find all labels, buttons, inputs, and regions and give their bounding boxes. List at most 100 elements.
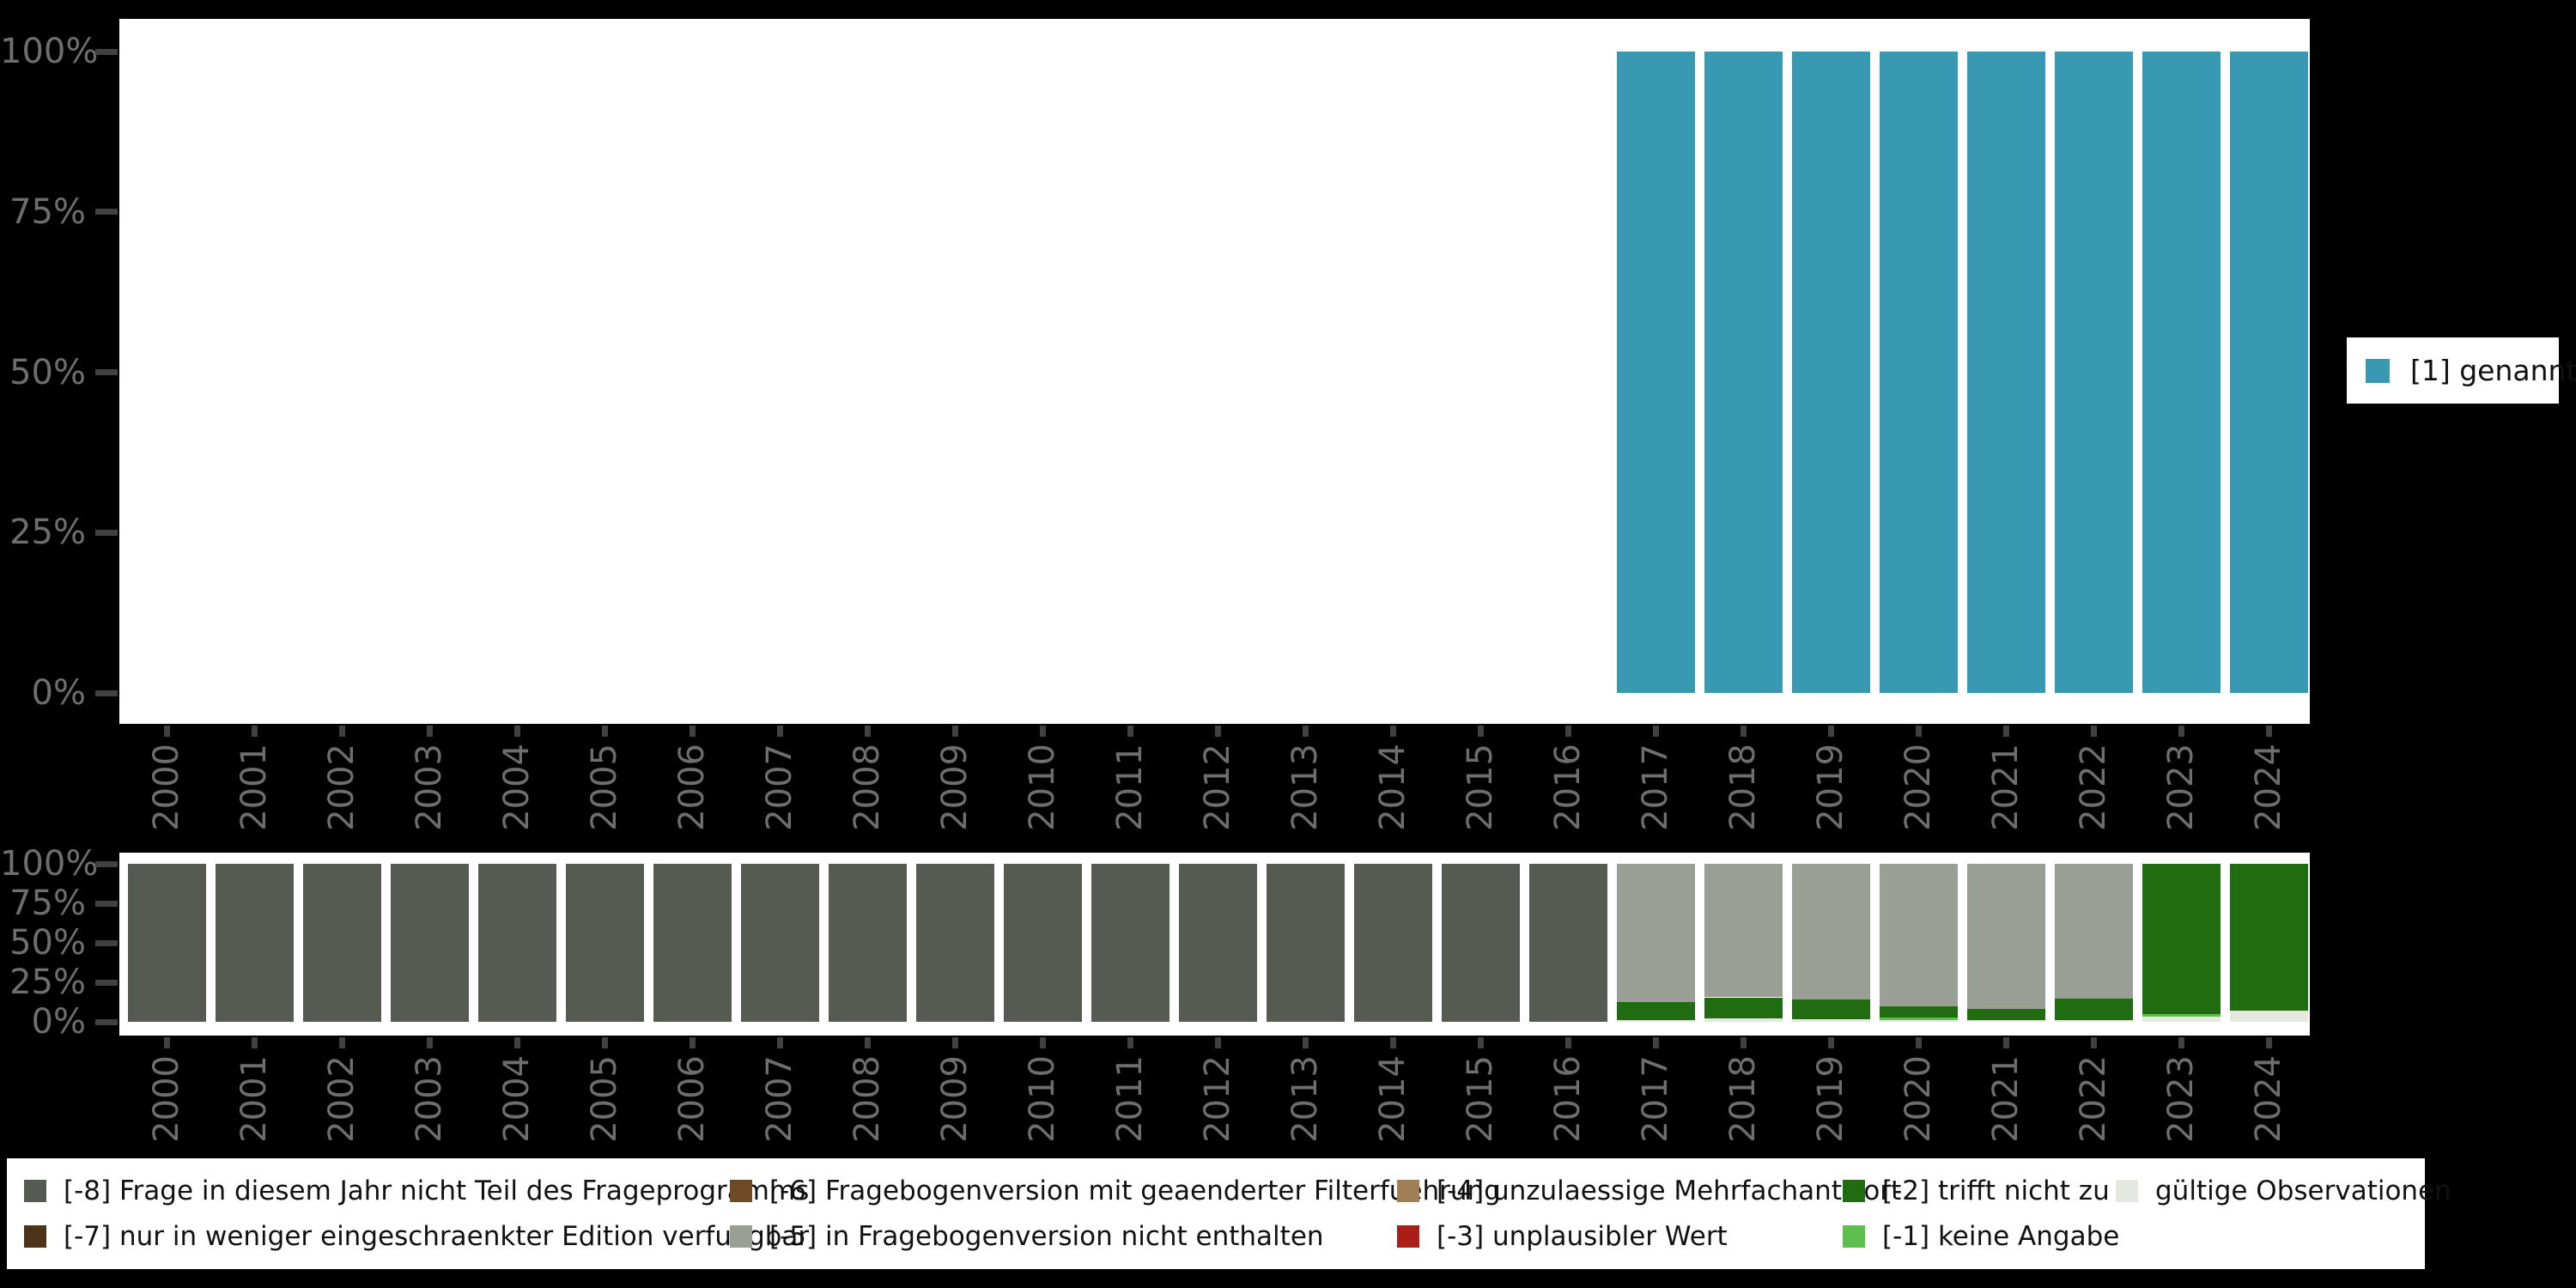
x-tick-mark bbox=[951, 726, 958, 737]
segment-2023 bbox=[2142, 1013, 2221, 1018]
bottom-bar-2005 bbox=[565, 864, 644, 1022]
x-tick-mark bbox=[689, 1037, 696, 1048]
x-tick-label-2020: 2020 bbox=[1899, 744, 1938, 831]
segment-2021 bbox=[1966, 864, 2045, 1010]
legend-item: [-4] unzulaessige Mehrfachantwort bbox=[1397, 1176, 1901, 1206]
x-tick-label-2000: 2000 bbox=[147, 1055, 186, 1143]
x-tick-label-2023: 2023 bbox=[2161, 744, 2201, 831]
x-tick-mark bbox=[951, 1037, 958, 1048]
x-tick-label-2000: 2000 bbox=[147, 744, 186, 831]
x-tick-label-2011: 2011 bbox=[1110, 1055, 1150, 1143]
y-tick-mark bbox=[95, 48, 118, 55]
x-tick-label-2002: 2002 bbox=[322, 1055, 361, 1143]
segment-2022 bbox=[2054, 1020, 2133, 1022]
x-tick-label-2008: 2008 bbox=[848, 744, 887, 831]
top-plot-area bbox=[119, 19, 2310, 724]
x-tick-label-2002: 2002 bbox=[322, 744, 361, 831]
x-tick-mark bbox=[689, 726, 696, 737]
segment-2016 bbox=[1528, 864, 1607, 1022]
x-tick-label-2010: 2010 bbox=[1023, 744, 1062, 831]
x-tick-mark bbox=[1477, 726, 1484, 737]
legend-item: [-6] Fragebogenversion mit geaenderter F… bbox=[730, 1176, 1501, 1206]
legend-label: [-5] in Fragebogenversion nicht enthalte… bbox=[769, 1221, 1324, 1252]
segment-2023 bbox=[2142, 864, 2221, 1014]
y-tick-mark bbox=[95, 529, 118, 536]
top-bar-2017 bbox=[1616, 52, 1695, 693]
y-tick-mark bbox=[95, 369, 118, 375]
x-tick-mark bbox=[601, 1037, 608, 1048]
x-tick-label-2017: 2017 bbox=[1636, 1055, 1675, 1143]
x-tick-mark bbox=[1827, 1037, 1834, 1048]
x-tick-mark bbox=[2178, 1037, 2184, 1048]
x-tick-mark bbox=[864, 1037, 871, 1048]
x-tick-mark bbox=[1652, 1037, 1659, 1048]
segment-2000 bbox=[127, 864, 206, 1022]
segment-2002 bbox=[302, 864, 381, 1022]
x-tick-label-2006: 2006 bbox=[672, 744, 712, 831]
segment-2014 bbox=[1353, 864, 1432, 1022]
segment-2021 bbox=[1966, 1009, 2045, 1021]
top-bar-2020 bbox=[1879, 52, 1958, 693]
x-tick-mark bbox=[1827, 726, 1834, 737]
x-tick-label-2014: 2014 bbox=[1373, 1055, 1413, 1143]
segment-2023 bbox=[2142, 1017, 2221, 1022]
x-tick-mark bbox=[513, 1037, 520, 1048]
x-tick-label-2014: 2014 bbox=[1373, 744, 1413, 831]
x-tick-mark bbox=[251, 1037, 258, 1048]
segment-2024 bbox=[2229, 864, 2308, 1012]
x-tick-label-2013: 2013 bbox=[1285, 744, 1325, 831]
bottom-bar-2022 bbox=[2054, 864, 2133, 1022]
y-tick-mark bbox=[95, 690, 118, 696]
x-tick-mark bbox=[1389, 1037, 1396, 1048]
legend-swatch bbox=[1397, 1180, 1419, 1202]
y-tick-label: 0% bbox=[31, 673, 86, 713]
segment-2013 bbox=[1266, 864, 1345, 1022]
bottom-bar-2006 bbox=[653, 864, 732, 1022]
segment-2020 bbox=[1879, 1018, 1958, 1021]
x-tick-mark bbox=[513, 726, 520, 737]
x-tick-label-2012: 2012 bbox=[1198, 744, 1237, 831]
bottom-bar-2020 bbox=[1879, 864, 1958, 1022]
legend-item: [-3] unplausibler Wert bbox=[1397, 1221, 1728, 1252]
x-tick-mark bbox=[2002, 726, 2009, 737]
x-tick-mark bbox=[1915, 1037, 1922, 1048]
bottom-bar-2002 bbox=[302, 864, 381, 1022]
bottom-bar-2018 bbox=[1704, 864, 1783, 1022]
y-tick-label: 100% bbox=[0, 844, 99, 884]
top-bar-2024 bbox=[2229, 52, 2308, 693]
x-tick-mark bbox=[338, 726, 345, 737]
y-tick-label: 25% bbox=[9, 513, 86, 553]
x-tick-label-2024: 2024 bbox=[2249, 1055, 2288, 1143]
x-tick-mark bbox=[426, 726, 433, 737]
y-tick-label: 75% bbox=[9, 884, 86, 923]
x-tick-mark bbox=[2265, 726, 2272, 737]
x-tick-mark bbox=[1477, 1037, 1484, 1048]
x-tick-label-2001: 2001 bbox=[234, 1055, 274, 1143]
x-tick-label-2013: 2013 bbox=[1285, 1055, 1325, 1143]
y-tick-mark bbox=[95, 900, 118, 907]
bottom-bar-2016 bbox=[1528, 864, 1607, 1022]
x-tick-label-2019: 2019 bbox=[1811, 744, 1850, 831]
x-tick-label-2010: 2010 bbox=[1023, 1055, 1062, 1143]
legend-item: [-8] Frage in diesem Jahr nicht Teil des… bbox=[24, 1176, 809, 1206]
segment-2010 bbox=[1003, 864, 1082, 1022]
x-tick-mark bbox=[2178, 726, 2184, 737]
x-tick-label-2011: 2011 bbox=[1110, 744, 1150, 831]
x-tick-mark bbox=[1652, 726, 1659, 737]
x-tick-mark bbox=[1214, 726, 1221, 737]
x-tick-mark bbox=[1564, 1037, 1571, 1048]
segment-2020 bbox=[1879, 1020, 1958, 1022]
segment-2018 bbox=[1704, 997, 1783, 1019]
x-tick-label-2005: 2005 bbox=[585, 744, 624, 831]
x-tick-label-2024: 2024 bbox=[2249, 744, 2288, 831]
y-tick-mark bbox=[95, 209, 118, 216]
x-tick-label-2007: 2007 bbox=[760, 744, 799, 831]
bottom-bar-2001 bbox=[215, 864, 294, 1022]
segment-2018 bbox=[1704, 1018, 1783, 1022]
x-tick-label-2001: 2001 bbox=[234, 744, 274, 831]
x-tick-mark bbox=[1127, 1037, 1133, 1048]
legend-label: [-2] trifft nicht zu bbox=[1882, 1176, 2110, 1206]
legend-item: [-2] trifft nicht zu bbox=[1843, 1176, 2110, 1206]
legend-swatch bbox=[730, 1225, 752, 1248]
